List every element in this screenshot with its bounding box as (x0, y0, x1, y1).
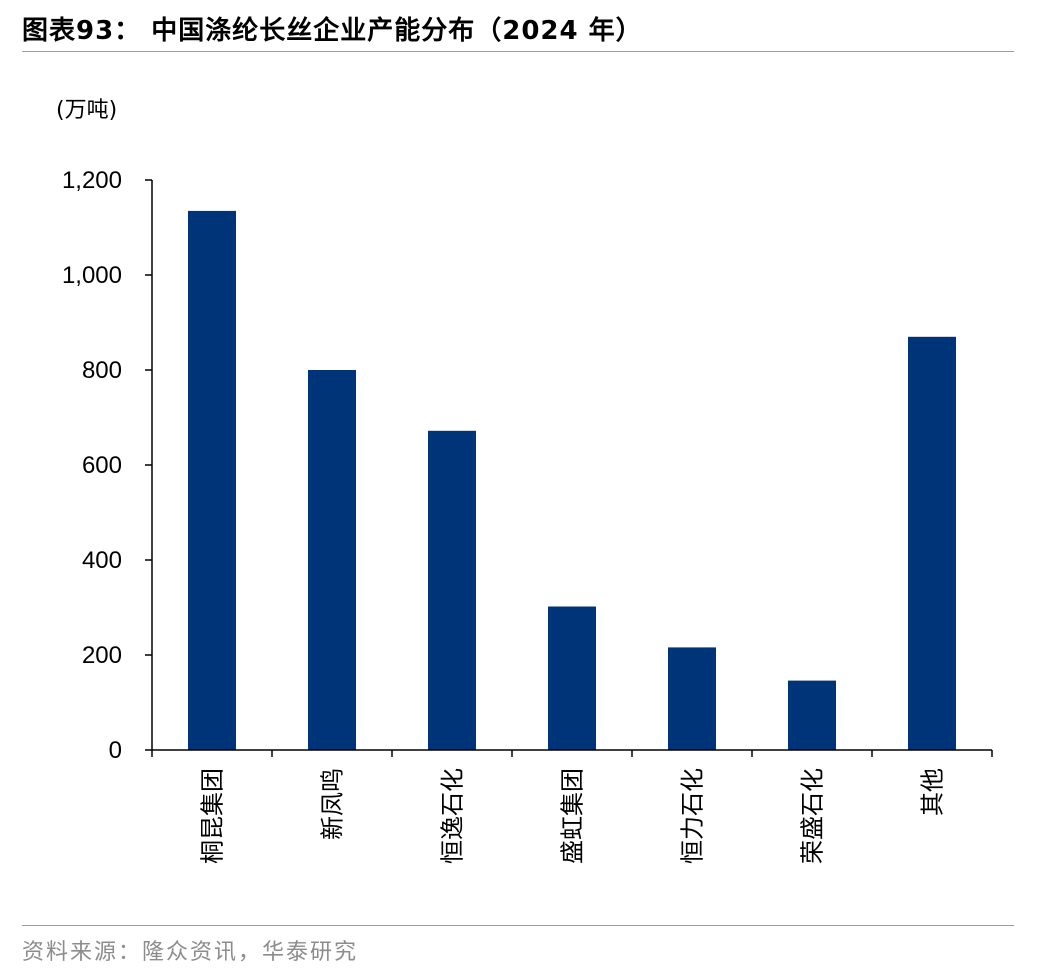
x-category-label: 桐昆集团 (198, 768, 226, 864)
x-category-label: 其他 (918, 768, 946, 816)
bar-7 (908, 336, 956, 751)
bar-4 (548, 606, 596, 750)
y-unit-label: (万吨) (56, 98, 118, 123)
y-axis: 0 200 400 600 800 1,000 1,200 (62, 167, 153, 764)
x-category-label: 荣盛石化 (798, 768, 826, 864)
y-tick-label: 800 (82, 357, 122, 384)
bars-group (188, 210, 956, 751)
bar-5 (668, 647, 716, 750)
y-tick-label: 600 (82, 452, 122, 479)
bar-3 (428, 430, 476, 750)
bar-6 (788, 680, 836, 750)
footer-divider (22, 925, 1014, 926)
title-divider (22, 51, 1014, 52)
y-tick-label: 0 (109, 737, 122, 764)
y-tick-label: 200 (82, 642, 122, 669)
x-category-label: 恒力石化 (678, 768, 706, 864)
source-note: 资料来源：隆众资讯，华泰研究 (22, 940, 359, 965)
x-category-label: 新凤鸣 (318, 768, 346, 840)
bar-1 (188, 210, 236, 750)
y-tick-label: 400 (82, 547, 122, 574)
x-category-label: 盛虹集团 (558, 768, 586, 864)
bar-2 (308, 370, 356, 750)
chart-title: 图表93： 中国涤纶长丝企业产能分布（2024 年） (22, 16, 643, 46)
y-tick-label: 1,200 (62, 167, 122, 194)
x-axis: 桐昆集团 新凤鸣 恒逸石化 盛虹集团 恒力石化 荣盛石化 其他 (151, 749, 993, 864)
y-tick-label: 1,000 (62, 262, 122, 289)
x-category-label: 恒逸石化 (438, 768, 466, 864)
